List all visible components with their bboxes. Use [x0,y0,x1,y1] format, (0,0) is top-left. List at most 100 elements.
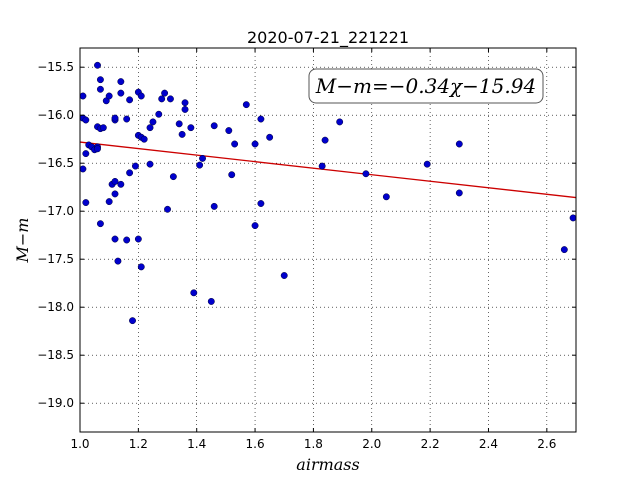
data-point [129,317,136,325]
data-point [560,246,568,254]
data-point [158,95,166,103]
data-point [94,145,101,153]
data-point [111,114,119,122]
data-point [111,235,119,243]
data-point [79,165,87,173]
data-point [155,110,163,118]
x-tick-label: 1.2 [129,437,148,451]
x-axis-label: airmass [296,455,359,474]
data-point [123,236,131,244]
data-point [181,99,189,107]
data-point [105,92,113,100]
y-tick-label: −17.5 [37,252,74,266]
data-point [111,190,119,198]
data-point [105,198,113,206]
data-point [117,180,125,188]
data-point [169,173,177,181]
data-point [94,61,101,69]
y-tick-label: −16.5 [37,156,74,170]
data-point [336,118,344,126]
data-point [82,150,90,158]
y-tick-label: −18.5 [37,348,74,362]
data-point [175,120,183,128]
data-point [96,85,104,93]
fit-line-group [79,141,577,199]
data-point [117,78,125,86]
y-tick-label: −15.5 [37,60,74,74]
data-point [178,130,186,138]
data-point [114,257,122,265]
data-point [181,105,189,113]
data-point [210,202,218,210]
data-point [149,118,157,126]
data-point [146,160,154,168]
data-point [79,92,87,100]
data-point [126,96,134,104]
x-tick-label: 2.0 [362,437,381,451]
y-tick-label: −16.0 [37,108,74,122]
y-tick-label: −19.0 [37,396,74,410]
data-point [569,214,577,222]
data-point [131,162,139,170]
y-tick-label: −17.0 [37,204,74,218]
data-point [318,162,326,170]
y-tick-label: −18.0 [37,300,74,314]
x-tick-label: 2.6 [537,437,556,451]
data-point [166,95,174,103]
data-point [321,136,329,144]
data-point [137,92,145,100]
data-point [140,135,148,143]
data-point [228,171,236,179]
data-point [207,297,215,305]
data-point [137,263,145,271]
data-point [164,205,171,213]
x-tick-label: 1.4 [187,437,206,451]
data-point [423,160,431,168]
data-point [99,124,107,132]
data-point [225,127,233,135]
data-point [117,89,125,97]
data-point [280,272,288,279]
x-tick-label: 2.4 [479,437,498,451]
annotation-box: M−m=−0.34χ−15.94 [308,68,544,104]
fit-line [79,141,577,199]
data-point [266,133,274,141]
data-point [123,115,131,123]
axis-ticks: 1.0 1.2 1.4 1.6 1.8 2.0 2.2 2.4 2.6 −15.5 −16.0 −16… [37,48,576,451]
data-point [199,154,206,162]
data-point [146,124,154,132]
data-point [96,220,104,228]
data-point [210,122,218,130]
plot-area [80,48,576,432]
data-point [251,222,259,230]
data-point [455,140,463,148]
data-point [455,189,463,197]
data-point [190,289,198,297]
data-point [242,101,250,109]
data-point [134,235,142,243]
data-point [96,76,104,84]
data-point [362,170,370,178]
x-tick-label: 1.0 [70,437,89,451]
annotation-text: M−m=−0.34χ−15.94 [315,74,536,98]
data-point [257,115,265,123]
plot-frame [79,47,577,433]
data-point [187,124,195,132]
x-tick-label: 2.2 [421,437,440,451]
data-point [382,193,390,201]
data-point [196,161,204,169]
data-point [251,140,259,148]
y-axis-label: M−m [13,218,32,264]
annotation-frame [308,68,544,104]
grid-lines [79,48,576,432]
data-point [231,140,239,148]
data-point [257,200,265,207]
data-points [79,61,577,325]
chart-title: 2020-07-21_221221 [247,28,409,48]
x-tick-label: 1.8 [304,437,323,451]
x-tick-label: 1.6 [246,437,265,451]
data-point [82,199,90,207]
data-point [126,169,134,177]
data-point [161,89,169,97]
